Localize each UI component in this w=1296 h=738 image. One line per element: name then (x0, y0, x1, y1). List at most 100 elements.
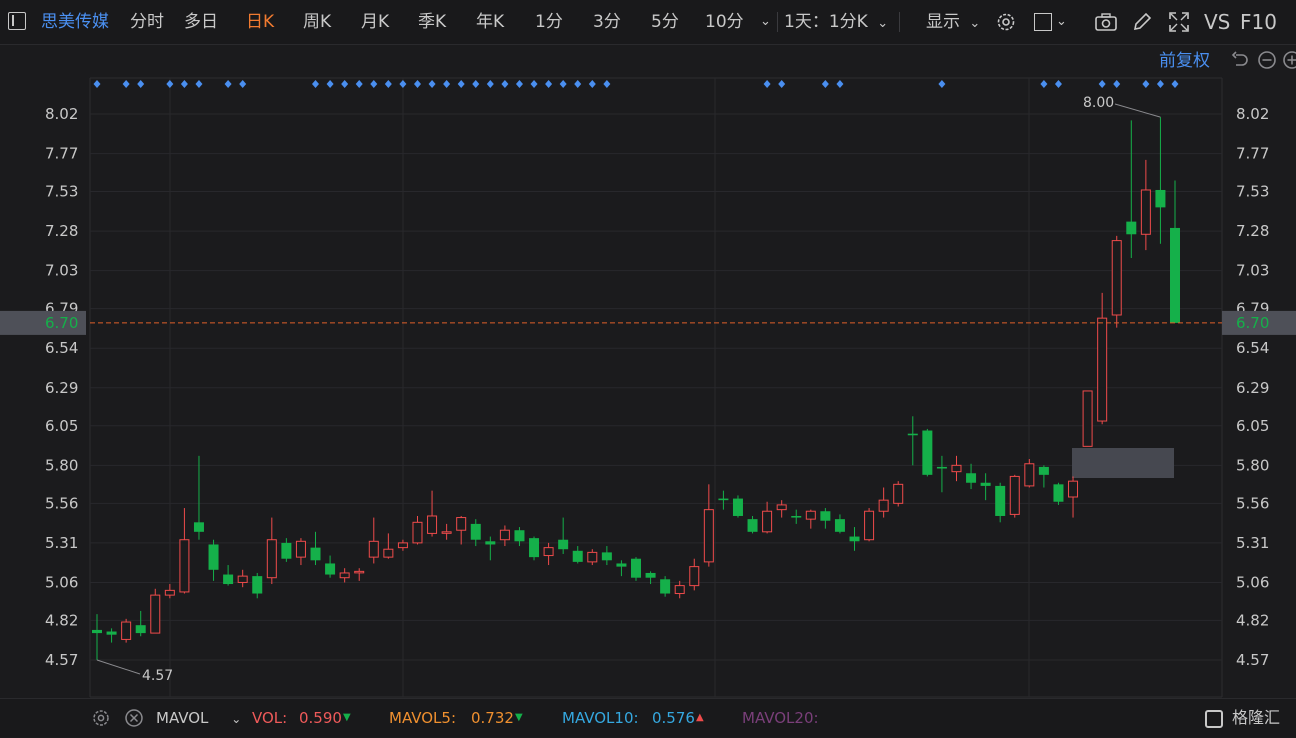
candle[interactable] (631, 557, 641, 581)
candle[interactable] (587, 549, 598, 566)
candle[interactable] (660, 576, 671, 597)
range-select[interactable]: 1天：1分K ⌄ (784, 0, 888, 44)
candle[interactable] (645, 571, 656, 585)
candle[interactable] (1140, 159, 1151, 251)
event-marker[interactable] (1171, 80, 1179, 88)
candle[interactable] (1111, 235, 1122, 328)
event-marker[interactable] (239, 80, 247, 88)
event-marker[interactable] (938, 80, 946, 88)
event-marker[interactable] (501, 80, 509, 88)
event-marker[interactable] (166, 80, 174, 88)
candle[interactable] (193, 455, 204, 540)
candle[interactable] (1068, 476, 1079, 518)
event-marker[interactable] (180, 80, 188, 88)
candle[interactable] (674, 580, 685, 599)
event-marker[interactable] (472, 80, 480, 88)
candle[interactable] (354, 568, 365, 581)
zoom-out-icon[interactable] (1257, 50, 1277, 70)
tab-yearly-k[interactable]: 年K (476, 12, 505, 32)
event-marker[interactable] (399, 80, 407, 88)
chevron-down-icon[interactable]: ⌄ (1056, 14, 1067, 29)
candle[interactable] (1038, 465, 1049, 488)
tab-10min[interactable]: 10分 (705, 12, 744, 32)
candle[interactable] (208, 539, 219, 581)
event-marker[interactable] (341, 80, 349, 88)
candle[interactable] (966, 463, 977, 490)
candle[interactable] (179, 508, 190, 594)
candle[interactable] (995, 482, 1006, 523)
candle[interactable] (1082, 390, 1093, 447)
tab-daily-k[interactable]: 日K (246, 12, 275, 32)
gear-icon[interactable] (91, 708, 111, 728)
gear-icon[interactable] (995, 11, 1017, 33)
candle[interactable] (820, 508, 831, 529)
candle[interactable] (368, 517, 379, 564)
candle[interactable] (703, 484, 714, 567)
candle[interactable] (164, 584, 175, 599)
candle[interactable] (936, 455, 947, 493)
candle[interactable] (325, 555, 336, 578)
candle[interactable] (572, 546, 583, 564)
candle[interactable] (601, 546, 612, 566)
candle[interactable] (907, 416, 918, 466)
event-marker[interactable] (122, 80, 130, 88)
event-marker[interactable] (1142, 80, 1150, 88)
f10-button[interactable]: F10 (1240, 10, 1277, 34)
sidebar-toggle-icon[interactable] (8, 12, 26, 30)
candle[interactable] (543, 542, 554, 566)
candle[interactable] (92, 614, 102, 660)
event-marker[interactable] (457, 80, 465, 88)
candle[interactable] (441, 523, 452, 540)
candle[interactable] (252, 572, 263, 599)
stock-name[interactable]: 思美传媒 (41, 12, 109, 32)
candle[interactable] (266, 517, 277, 585)
tab-multi-day[interactable]: 多日 (184, 12, 218, 32)
event-marker[interactable] (137, 80, 145, 88)
event-marker[interactable] (1113, 80, 1121, 88)
tab-quarterly-k[interactable]: 季K (418, 12, 447, 32)
event-marker[interactable] (574, 80, 582, 88)
candle[interactable] (339, 568, 350, 583)
candle[interactable] (295, 538, 306, 566)
event-marker[interactable] (443, 80, 451, 88)
event-marker[interactable] (1040, 80, 1048, 88)
fullscreen-icon[interactable] (1168, 11, 1190, 33)
pencil-icon[interactable] (1131, 11, 1153, 33)
candle[interactable] (383, 533, 394, 559)
display-menu[interactable]: 显示 ⌄ (926, 0, 980, 44)
event-marker[interactable] (370, 80, 378, 88)
candle[interactable] (980, 473, 991, 501)
event-marker[interactable] (195, 80, 203, 88)
event-marker[interactable] (413, 80, 421, 88)
candle[interactable] (150, 588, 161, 634)
tab-weekly-k[interactable]: 周K (303, 12, 332, 32)
candle[interactable] (1155, 117, 1166, 244)
candle[interactable] (470, 519, 481, 547)
layout-square-icon[interactable] (1034, 13, 1052, 31)
event-marker[interactable] (326, 80, 334, 88)
event-marker[interactable] (588, 80, 596, 88)
candle[interactable] (1097, 292, 1108, 425)
candle[interactable] (893, 481, 904, 507)
event-marker[interactable] (486, 80, 494, 88)
event-marker[interactable] (559, 80, 567, 88)
candle[interactable] (485, 536, 496, 561)
event-marker[interactable] (778, 80, 786, 88)
event-marker[interactable] (763, 80, 771, 88)
candle[interactable] (747, 515, 758, 534)
candle[interactable] (412, 515, 423, 545)
event-marker[interactable] (1156, 80, 1164, 88)
event-marker[interactable] (93, 80, 101, 88)
indicator-select[interactable]: MAVOL ⌄ (156, 699, 241, 737)
candle[interactable] (1024, 459, 1035, 488)
candle[interactable] (223, 565, 234, 586)
event-marker[interactable] (224, 80, 232, 88)
tab-fenshi[interactable]: 分时 (130, 12, 164, 32)
candle[interactable] (834, 514, 845, 534)
event-marker[interactable] (1098, 80, 1106, 88)
zoom-in-icon[interactable] (1282, 50, 1296, 70)
more-periods-chevron-icon[interactable]: ⌄ (760, 14, 771, 29)
adjust-label[interactable]: 前复权 (1159, 51, 1210, 71)
candle[interactable] (1009, 474, 1020, 518)
